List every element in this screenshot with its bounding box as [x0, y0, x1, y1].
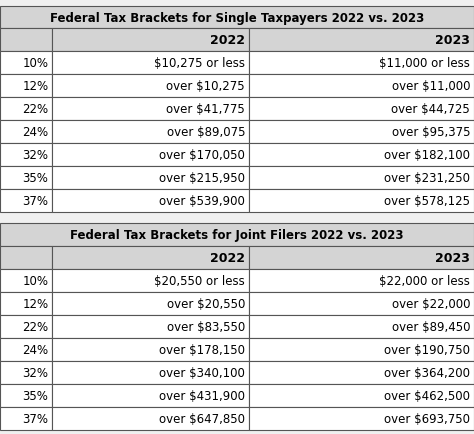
Text: over $95,375: over $95,375: [392, 126, 470, 139]
Bar: [249, 338, 474, 361]
Bar: [0, 75, 52, 98]
Bar: [249, 144, 474, 167]
Text: 2023: 2023: [435, 34, 470, 47]
Text: over $647,850: over $647,850: [159, 412, 245, 425]
Text: 35%: 35%: [22, 172, 48, 185]
Bar: [52, 167, 249, 190]
Bar: [0, 190, 52, 213]
Text: 37%: 37%: [22, 412, 48, 425]
Text: over $182,100: over $182,100: [384, 149, 470, 162]
Text: 2022: 2022: [210, 251, 245, 264]
Text: over $89,075: over $89,075: [166, 126, 245, 139]
Bar: [249, 190, 474, 213]
Text: over $178,150: over $178,150: [159, 343, 245, 356]
Bar: [52, 190, 249, 213]
Text: over $20,550: over $20,550: [167, 297, 245, 310]
Bar: [0, 407, 52, 430]
Bar: [249, 292, 474, 315]
Text: over $215,950: over $215,950: [159, 172, 245, 185]
Text: 24%: 24%: [22, 343, 48, 356]
Bar: [0, 292, 52, 315]
Text: over $539,900: over $539,900: [159, 195, 245, 208]
Bar: [52, 144, 249, 167]
Bar: [249, 315, 474, 338]
Text: over $462,500: over $462,500: [384, 389, 470, 402]
Bar: [249, 384, 474, 407]
Text: over $11,000: over $11,000: [392, 80, 470, 93]
Bar: [0, 7, 474, 30]
Bar: [52, 75, 249, 98]
Text: over $44,725: over $44,725: [392, 103, 470, 116]
Bar: [52, 98, 249, 121]
Bar: [0, 315, 52, 338]
Text: 24%: 24%: [22, 126, 48, 139]
Bar: [0, 270, 52, 292]
Bar: [0, 30, 52, 53]
Text: 2022: 2022: [210, 34, 245, 47]
Bar: [0, 121, 52, 144]
Text: over $83,550: over $83,550: [167, 320, 245, 333]
Bar: [52, 247, 249, 270]
Text: 32%: 32%: [22, 149, 48, 162]
Text: 10%: 10%: [22, 57, 48, 70]
Bar: [249, 98, 474, 121]
Bar: [52, 30, 249, 53]
Bar: [52, 407, 249, 430]
Bar: [0, 224, 474, 247]
Bar: [0, 53, 52, 75]
Bar: [52, 338, 249, 361]
Bar: [249, 53, 474, 75]
Text: Federal Tax Brackets for Joint Filers 2022 vs. 2023: Federal Tax Brackets for Joint Filers 20…: [70, 228, 404, 241]
Bar: [0, 338, 52, 361]
Text: $11,000 or less: $11,000 or less: [379, 57, 470, 70]
Text: $22,000 or less: $22,000 or less: [379, 274, 470, 287]
Bar: [0, 361, 52, 384]
Text: 35%: 35%: [22, 389, 48, 402]
Bar: [52, 121, 249, 144]
Bar: [249, 167, 474, 190]
Text: over $431,900: over $431,900: [159, 389, 245, 402]
Bar: [0, 247, 52, 270]
Text: 22%: 22%: [22, 320, 48, 333]
Bar: [249, 407, 474, 430]
Text: over $41,775: over $41,775: [166, 103, 245, 116]
Text: 12%: 12%: [22, 297, 48, 310]
Bar: [0, 167, 52, 190]
Bar: [52, 292, 249, 315]
Text: over $578,125: over $578,125: [384, 195, 470, 208]
Bar: [52, 361, 249, 384]
Bar: [249, 247, 474, 270]
Text: 22%: 22%: [22, 103, 48, 116]
Text: $20,550 or less: $20,550 or less: [155, 274, 245, 287]
Text: over $190,750: over $190,750: [384, 343, 470, 356]
Text: over $340,100: over $340,100: [159, 366, 245, 379]
Bar: [249, 361, 474, 384]
Bar: [249, 270, 474, 292]
Bar: [52, 53, 249, 75]
Bar: [0, 98, 52, 121]
Text: over $231,250: over $231,250: [384, 172, 470, 185]
Text: 2023: 2023: [435, 251, 470, 264]
Bar: [249, 75, 474, 98]
Text: 12%: 12%: [22, 80, 48, 93]
Text: 37%: 37%: [22, 195, 48, 208]
Bar: [52, 315, 249, 338]
Text: over $364,200: over $364,200: [384, 366, 470, 379]
Bar: [249, 121, 474, 144]
Text: Federal Tax Brackets for Single Taxpayers 2022 vs. 2023: Federal Tax Brackets for Single Taxpayer…: [50, 11, 424, 24]
Bar: [249, 30, 474, 53]
Text: over $89,450: over $89,450: [392, 320, 470, 333]
Text: $10,275 or less: $10,275 or less: [154, 57, 245, 70]
Bar: [52, 270, 249, 292]
Bar: [0, 144, 52, 167]
Bar: [0, 384, 52, 407]
Text: over $22,000: over $22,000: [392, 297, 470, 310]
Bar: [52, 384, 249, 407]
Text: over $693,750: over $693,750: [384, 412, 470, 425]
Text: 32%: 32%: [22, 366, 48, 379]
Text: over $170,050: over $170,050: [159, 149, 245, 162]
Text: over $10,275: over $10,275: [166, 80, 245, 93]
Text: 10%: 10%: [22, 274, 48, 287]
